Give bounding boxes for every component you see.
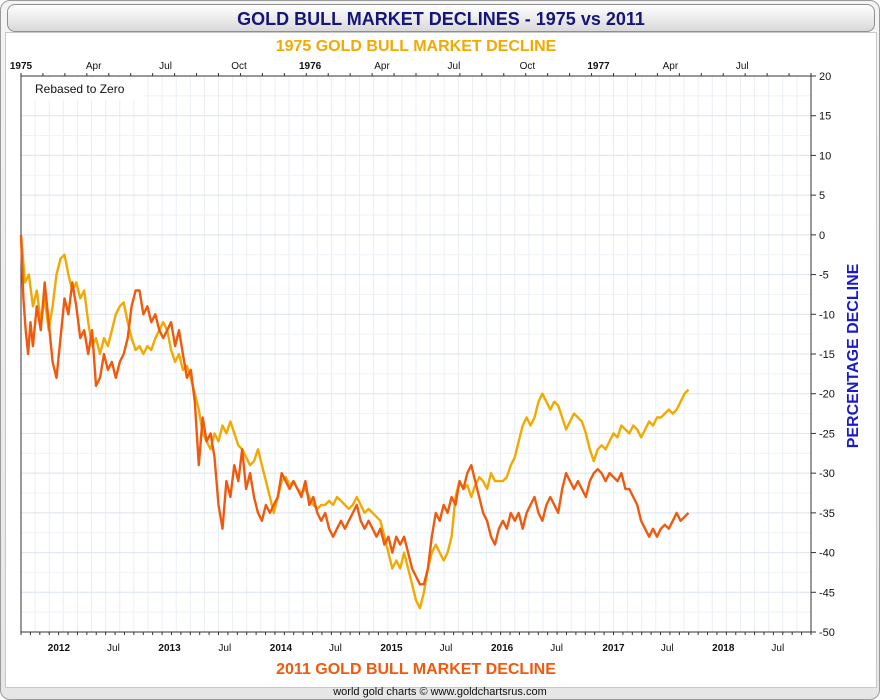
annotation-box: [23, 78, 143, 100]
bottom-axis-title: 2011 GOLD BULL MARKET DECLINE: [276, 661, 556, 678]
top-tick-label: Jul: [736, 61, 749, 72]
bottom-tick-label: 2013: [158, 643, 181, 654]
top-axis-title: 1975 GOLD BULL MARKET DECLINE: [276, 38, 557, 55]
bottom-tick-label: Jul: [107, 643, 120, 654]
y-tick-label: 15: [819, 111, 831, 123]
y-axis-title: PERCENTAGE DECLINE: [845, 263, 862, 448]
top-tick-label: 1975: [10, 61, 33, 72]
y-tick-label: -25: [819, 428, 835, 440]
top-tick-label: Apr: [374, 61, 390, 72]
y-tick-label: -10: [819, 309, 835, 321]
chart-title: GOLD BULL MARKET DECLINES - 1975 vs 2011: [237, 9, 645, 29]
y-tick-label: 0: [819, 230, 825, 242]
y-tick-label: -5: [819, 270, 829, 282]
y-tick-label: -30: [819, 468, 835, 480]
top-tick-label: Jul: [159, 61, 172, 72]
y-tick-label: 10: [819, 150, 831, 162]
bottom-tick-label: 2014: [270, 643, 293, 654]
y-tick-label: -15: [819, 349, 835, 361]
y-tick-label: 5: [819, 190, 825, 202]
series-line-2011: [19, 234, 690, 586]
bottom-tick-label: Jul: [440, 643, 453, 654]
top-tick-label: Apr: [86, 61, 102, 72]
y-tick-label: -20: [819, 389, 835, 401]
y-tick-label: -35: [819, 508, 835, 520]
bottom-tick-label: 2016: [491, 643, 514, 654]
bottom-tick-label: 2012: [48, 643, 71, 654]
credit-line: world gold charts © www.goldchartsrus.co…: [333, 686, 547, 698]
y-tick-label: -40: [819, 548, 835, 560]
bottom-tick-label: Jul: [329, 643, 342, 654]
bottom-tick-label: Jul: [218, 643, 231, 654]
title-bar: GOLD BULL MARKET DECLINES - 1975 vs 2011: [7, 4, 875, 32]
top-tick-label: Oct: [520, 61, 536, 72]
series-line-1975: [19, 234, 690, 610]
top-tick-label: 1976: [299, 61, 322, 72]
top-tick-label: Apr: [663, 61, 679, 72]
top-tick-label: 1977: [587, 61, 610, 72]
y-tick-label: -45: [819, 587, 835, 599]
y-tick-label: 20: [819, 71, 831, 83]
top-tick-label: Oct: [231, 61, 247, 72]
bottom-tick-label: 2015: [380, 643, 403, 654]
bottom-tick-label: Jul: [771, 643, 784, 654]
annotation-text: Rebased to Zero: [35, 82, 125, 96]
bottom-tick-label: Jul: [661, 643, 674, 654]
bottom-tick-label: 2017: [602, 643, 625, 654]
top-tick-label: Jul: [448, 61, 461, 72]
bottom-tick-label: Jul: [550, 643, 563, 654]
y-tick-label: -50: [819, 627, 835, 639]
bottom-tick-label: 2018: [712, 643, 735, 654]
